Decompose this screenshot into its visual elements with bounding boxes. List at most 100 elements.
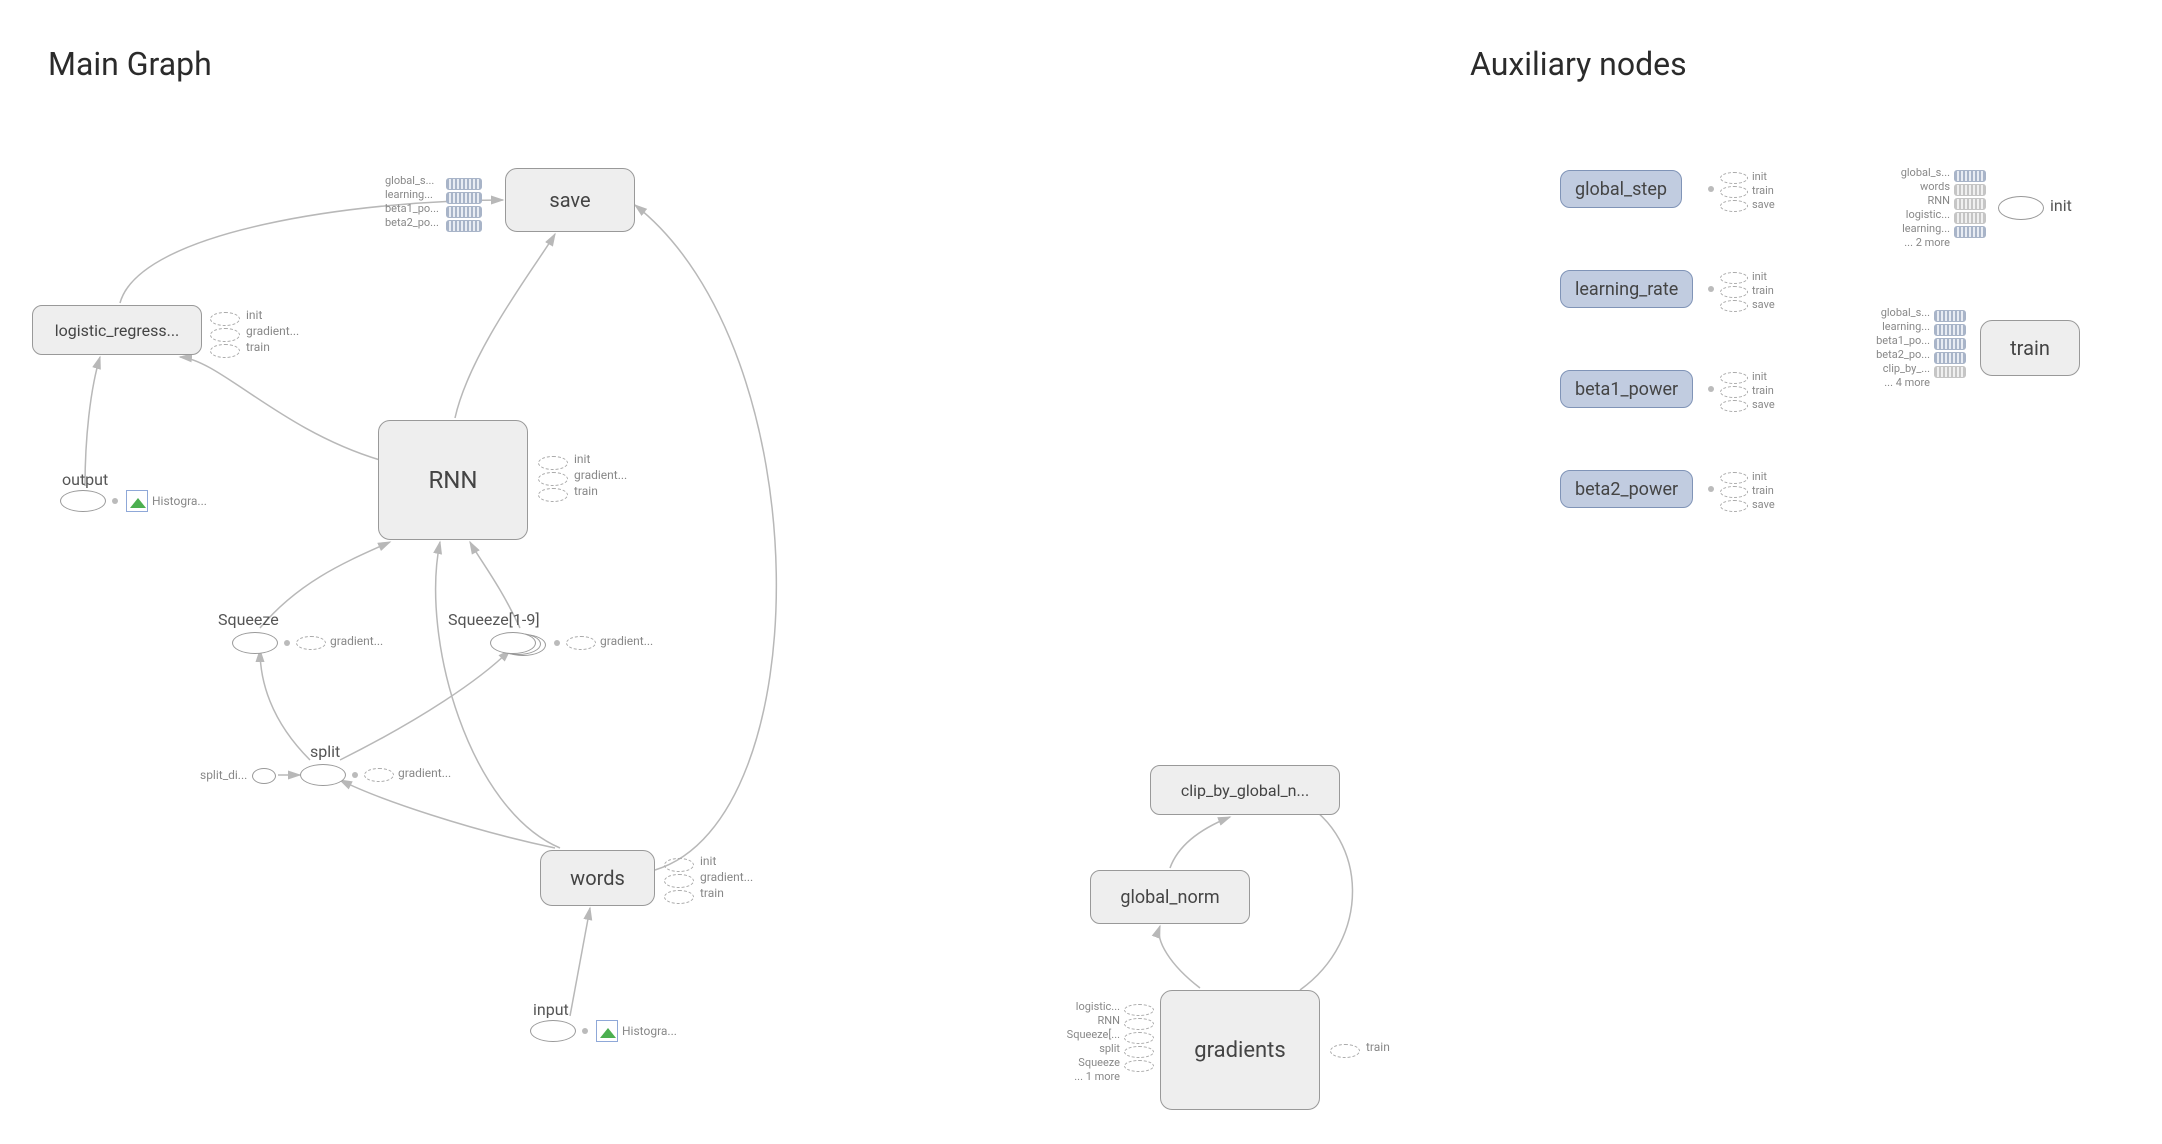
label: save xyxy=(1752,398,1775,411)
label: ... 2 more xyxy=(1894,236,1950,249)
dot xyxy=(1708,186,1714,192)
node-train[interactable]: train xyxy=(1980,320,2080,376)
label: gradient... xyxy=(700,870,753,884)
label: gradient... xyxy=(600,634,653,648)
small-ellipse xyxy=(210,328,240,342)
label: clip_by_... xyxy=(1872,362,1930,375)
hatch-icon xyxy=(446,192,482,204)
label-split: split xyxy=(310,742,340,761)
small-ellipse xyxy=(664,874,694,888)
label-splitdim: split_di... xyxy=(200,768,247,782)
node-save[interactable]: save xyxy=(505,168,635,232)
label: RNN xyxy=(1062,1014,1120,1027)
small-ellipse xyxy=(1124,1060,1154,1072)
node-logistic[interactable]: logistic_regress... xyxy=(32,305,202,355)
small-ellipse xyxy=(664,858,694,872)
label-output: output xyxy=(62,470,108,489)
small-ellipse xyxy=(1720,500,1748,512)
label-squeeze19: Squeeze[1-9] xyxy=(448,610,540,629)
label: ... 1 more xyxy=(1062,1070,1120,1083)
label: train xyxy=(1752,184,1774,197)
small-ellipse xyxy=(1720,486,1748,498)
label: learning... xyxy=(1894,222,1950,235)
ellipse-init[interactable] xyxy=(1998,196,2044,220)
hatch-icon xyxy=(1934,338,1966,350)
label: save xyxy=(1752,298,1775,311)
aux-pill-beta1-power[interactable]: beta1_power xyxy=(1560,370,1693,408)
small-ellipse xyxy=(1720,200,1748,212)
label: Histogra... xyxy=(622,1024,677,1038)
main-graph-title: Main Graph xyxy=(48,45,212,83)
label: gradient... xyxy=(330,634,383,648)
edges-layer xyxy=(0,0,2162,1144)
label: global_s... xyxy=(1894,166,1950,179)
label: learning... xyxy=(1872,320,1930,333)
hatch-icon xyxy=(1954,212,1986,224)
dot xyxy=(112,498,118,504)
small-ellipse xyxy=(1124,1018,1154,1030)
label: train xyxy=(574,484,598,498)
label: logistic... xyxy=(1062,1000,1120,1013)
ellipse-stack-squeeze19[interactable] xyxy=(490,632,546,656)
label: init xyxy=(1752,170,1767,183)
small-ellipse xyxy=(1124,1004,1154,1016)
label: logistic... xyxy=(1894,208,1950,221)
label: train xyxy=(1752,284,1774,297)
aux-pill-global-step[interactable]: global_step xyxy=(1560,170,1682,208)
label: train xyxy=(246,340,270,354)
small-ellipse xyxy=(1720,300,1748,312)
small-ellipse xyxy=(1720,400,1748,412)
label: split xyxy=(1062,1042,1120,1055)
small-ellipse xyxy=(1720,172,1748,184)
label: words xyxy=(1894,180,1950,193)
ellipse-splitdim[interactable] xyxy=(252,768,276,784)
node-globalnorm[interactable]: global_norm xyxy=(1090,870,1250,924)
label: save xyxy=(1752,498,1775,511)
hatch-icon xyxy=(1954,184,1986,196)
label: init xyxy=(574,452,590,466)
dot xyxy=(554,640,560,646)
label: beta1_po... xyxy=(385,202,439,215)
histogram-icon[interactable] xyxy=(596,1020,618,1042)
label: init xyxy=(1752,270,1767,283)
node-clip[interactable]: clip_by_global_n... xyxy=(1150,765,1340,815)
node-rnn[interactable]: RNN xyxy=(378,420,528,540)
dot xyxy=(1708,486,1714,492)
ellipse-squeeze[interactable] xyxy=(232,632,278,654)
label: init xyxy=(1752,370,1767,383)
histogram-icon[interactable] xyxy=(126,490,148,512)
ellipse-input[interactable] xyxy=(530,1020,576,1042)
label-squeeze: Squeeze xyxy=(218,610,279,629)
aux-pill-learning-rate[interactable]: learning_rate xyxy=(1560,270,1693,308)
dot xyxy=(1708,386,1714,392)
label: beta1_po... xyxy=(1872,334,1930,347)
dot xyxy=(1708,286,1714,292)
small-ellipse xyxy=(664,890,694,904)
hatch-icon xyxy=(1954,198,1986,210)
node-words[interactable]: words xyxy=(540,850,655,906)
hatch-icon xyxy=(446,178,482,190)
node-gradients[interactable]: gradients xyxy=(1160,990,1320,1110)
hatch-icon xyxy=(1954,226,1986,238)
label: train xyxy=(1366,1040,1390,1054)
aux-pill-beta2-power[interactable]: beta2_power xyxy=(1560,470,1693,508)
small-ellipse xyxy=(1720,472,1748,484)
small-ellipse xyxy=(1124,1046,1154,1058)
small-ellipse xyxy=(1720,186,1748,198)
label: beta2_po... xyxy=(1872,348,1930,361)
small-ellipse xyxy=(538,456,568,470)
hatch-icon xyxy=(446,206,482,218)
small-ellipse xyxy=(1124,1032,1154,1044)
hatch-icon xyxy=(1934,352,1966,364)
hatch-icon xyxy=(1934,324,1966,336)
small-ellipse xyxy=(1720,272,1748,284)
small-ellipse xyxy=(538,472,568,486)
ellipse-output[interactable] xyxy=(60,490,106,512)
graph-canvas: Main Graph Auxiliary nodes xyxy=(0,0,2162,1144)
small-ellipse xyxy=(1720,286,1748,298)
ellipse-split[interactable] xyxy=(300,764,346,786)
hatch-icon xyxy=(1934,310,1966,322)
hatch-icon xyxy=(1934,366,1966,378)
label: save xyxy=(1752,198,1775,211)
label: gradient... xyxy=(398,766,451,780)
